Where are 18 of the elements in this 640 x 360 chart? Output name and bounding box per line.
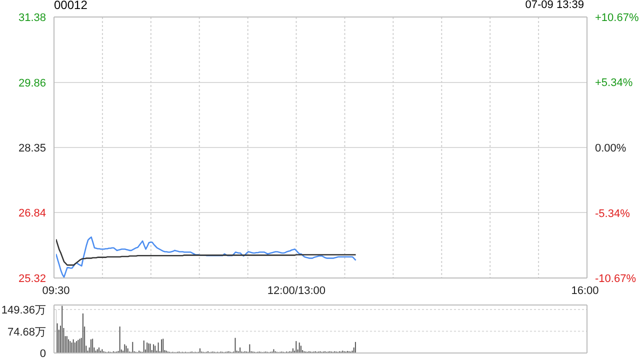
y-tick-label: 74.68万: [7, 326, 46, 338]
y-tick-label: 31.38: [18, 12, 46, 24]
y-tick-label: 25.32: [18, 273, 46, 285]
x-tick-label: 09:30: [42, 284, 70, 297]
y-tick-label: 28.35: [18, 142, 46, 154]
y2-tick-label: -10.67%: [595, 273, 636, 285]
x-tick-label: 12:00/13:00: [267, 284, 326, 297]
y-tick-label: 26.84: [18, 208, 46, 220]
y-tick-label: 149.36万: [1, 304, 46, 317]
y-tick-label: 0: [40, 348, 46, 360]
y2-tick-label: +10.67%: [595, 12, 639, 24]
chart-title: 00012: [54, 0, 88, 12]
y2-tick-label: +5.34%: [595, 77, 633, 90]
y2-tick-label: -5.34%: [595, 208, 630, 220]
y-tick-label: 29.86: [18, 77, 46, 90]
x-tick-label: 16:00: [571, 284, 599, 297]
text: 07-09 13:39: [525, 0, 584, 11]
y2-tick-label: 0.00%: [595, 142, 626, 154]
